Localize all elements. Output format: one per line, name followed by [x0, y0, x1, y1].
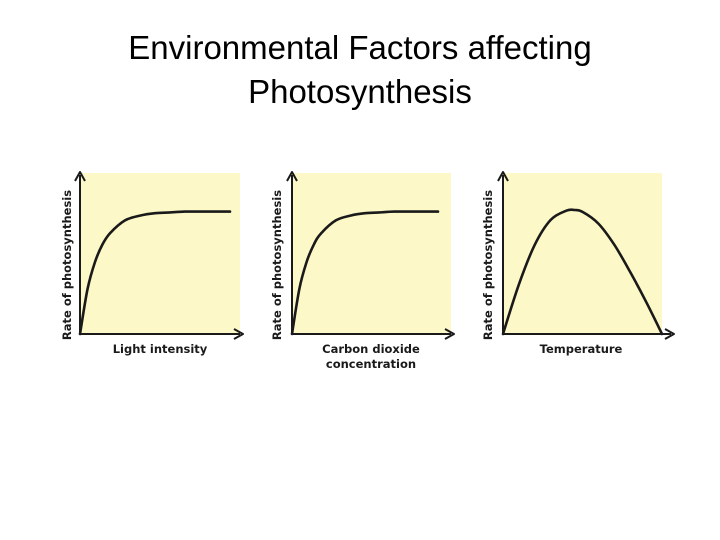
chart-2-x-axis-arrow — [444, 328, 455, 340]
chart-1-xlabel: Light intensity — [113, 342, 208, 356]
chart-2-y-axis-arrow — [286, 171, 298, 182]
slide-title-line2: Photosynthesis — [248, 73, 472, 110]
chart-3-y-axis-arrow — [497, 171, 509, 182]
chart-3-plot-area — [504, 173, 662, 333]
chart-1-x-axis-arrow — [233, 328, 244, 340]
chart-1-ylabel: Rate of photosynthesis — [60, 190, 74, 340]
chart-1-y-axis-arrow — [74, 171, 86, 182]
chart-carbon-dioxide: Rate of photosynthesis Carbon dioxide co… — [270, 171, 455, 371]
slide-title: Environmental Factors affecting Photosyn… — [0, 26, 720, 114]
chart-1-plot-area — [81, 173, 240, 333]
chart-temperature: Rate of photosynthesis Temperature — [481, 171, 675, 356]
chart-2-xlabel-line2: concentration — [326, 357, 416, 371]
chart-2-ylabel: Rate of photosynthesis — [270, 190, 284, 340]
chart-3-xlabel: Temperature — [540, 342, 623, 356]
slide-title-line1: Environmental Factors affecting — [128, 29, 592, 66]
chart-2-series-line — [290, 210, 440, 336]
chart-2-xlabel-line1: Carbon dioxide — [322, 342, 420, 356]
chart-3-x-axis-arrow — [664, 328, 675, 340]
chart-2-plot-area — [293, 173, 451, 333]
chart-3-ylabel: Rate of photosynthesis — [481, 190, 495, 340]
chart-1-series-line — [78, 210, 232, 336]
chart-light-intensity: Rate of photosynthesis Light intensity — [60, 171, 244, 356]
chart-3-series-line — [501, 208, 664, 336]
